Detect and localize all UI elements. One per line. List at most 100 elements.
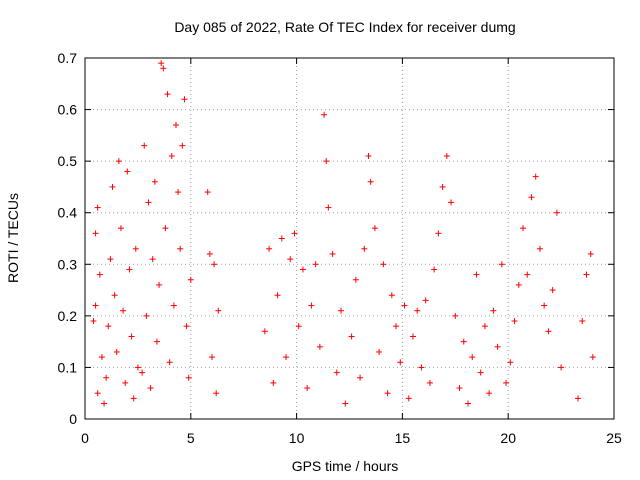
data-point — [115, 158, 122, 165]
data-point — [414, 307, 421, 314]
data-point — [164, 91, 171, 98]
data-point — [511, 318, 518, 325]
data-point — [92, 230, 99, 237]
data-point — [107, 256, 114, 263]
data-point — [143, 312, 150, 319]
data-point — [179, 142, 186, 149]
data-point — [175, 189, 182, 196]
data-point — [308, 302, 315, 309]
data-point — [357, 374, 364, 381]
y-tick-label: 0.2 — [58, 308, 78, 324]
data-point — [361, 245, 368, 252]
x-tick-label: 5 — [187, 430, 195, 446]
x-axis-label: GPS time / hours — [292, 458, 399, 474]
data-point — [156, 281, 163, 288]
y-tick-label: 0.6 — [58, 102, 78, 118]
data-point — [456, 385, 463, 392]
data-point — [524, 271, 531, 278]
data-point — [158, 60, 165, 67]
data-point — [589, 354, 596, 361]
data-point — [94, 204, 101, 211]
data-point — [494, 343, 501, 350]
data-point — [409, 333, 416, 340]
data-point — [460, 338, 467, 345]
y-tick-label: 0.5 — [58, 153, 78, 169]
data-point — [367, 178, 374, 185]
y-axis-label: ROTI / TECUs — [5, 193, 21, 283]
data-point — [312, 261, 319, 268]
data-point — [352, 276, 359, 283]
data-point — [507, 359, 514, 366]
x-tick-label: 15 — [395, 430, 411, 446]
data-point — [261, 328, 268, 335]
data-point — [166, 359, 173, 366]
data-point — [477, 369, 484, 376]
data-point — [532, 173, 539, 180]
y-tick-label: 0.7 — [58, 50, 78, 66]
data-point — [371, 225, 378, 232]
data-point — [587, 250, 594, 257]
data-point — [151, 178, 158, 185]
data-point — [153, 338, 160, 345]
data-point — [109, 183, 116, 190]
data-point — [295, 323, 302, 330]
data-point — [321, 111, 328, 118]
data-point — [185, 374, 192, 381]
x-axis-tick-labels: 0 5 10 15 20 25 — [81, 430, 622, 446]
data-point — [160, 65, 167, 72]
data-point — [111, 292, 118, 299]
y-tick-label: 0 — [69, 411, 77, 427]
data-point — [329, 250, 336, 257]
data-point — [338, 307, 345, 314]
data-point — [287, 256, 294, 263]
data-point — [90, 318, 97, 325]
data-point — [431, 266, 438, 273]
data-point — [579, 318, 586, 325]
data-point — [170, 302, 177, 309]
data-point — [278, 235, 285, 242]
data-point — [291, 230, 298, 237]
data-point — [145, 199, 152, 206]
data-point — [464, 400, 471, 407]
data-point — [208, 354, 215, 361]
data-point — [117, 225, 124, 232]
x-tick-label: 25 — [606, 430, 622, 446]
data-point — [325, 204, 332, 211]
axis-ticks — [84, 57, 615, 420]
data-point — [435, 230, 442, 237]
data-point — [376, 348, 383, 355]
data-point — [215, 307, 222, 314]
data-point — [94, 390, 101, 397]
chart-title: Day 085 of 2022, Rate Of TEC Index for r… — [174, 19, 515, 35]
data-point — [405, 395, 412, 402]
data-point — [96, 271, 103, 278]
data-point — [498, 261, 505, 268]
data-points — [90, 60, 596, 407]
data-point — [316, 343, 323, 350]
data-point — [204, 189, 211, 196]
data-point — [283, 354, 290, 361]
y-axis-tick-labels: 0 0.1 0.2 0.3 0.4 0.5 0.6 0.7 — [58, 50, 78, 427]
data-point — [105, 323, 112, 330]
data-point — [422, 297, 429, 304]
plot-frame — [84, 57, 615, 420]
data-point — [536, 245, 543, 252]
y-tick-label: 0.1 — [58, 359, 78, 375]
x-tick-label: 20 — [500, 430, 516, 446]
data-point — [473, 271, 480, 278]
data-point — [448, 199, 455, 206]
data-point — [418, 364, 425, 371]
data-point — [130, 395, 137, 402]
data-point — [101, 400, 108, 407]
data-point — [469, 354, 476, 361]
data-point — [486, 390, 493, 397]
data-point — [168, 152, 175, 159]
data-point — [172, 122, 179, 129]
data-point — [323, 158, 330, 165]
y-tick-label: 0.4 — [58, 205, 78, 221]
data-point — [147, 385, 154, 392]
data-point — [439, 183, 446, 190]
data-point — [342, 400, 349, 407]
data-point — [206, 250, 213, 257]
data-point — [181, 96, 188, 103]
